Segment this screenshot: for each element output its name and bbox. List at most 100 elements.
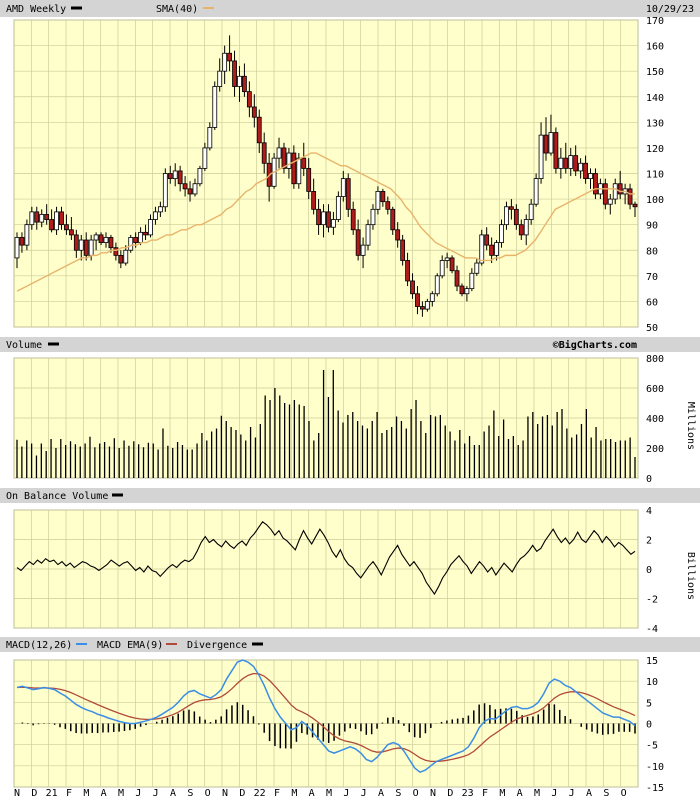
candle-body [538,134,544,180]
candle-body [296,157,302,185]
candle-body [14,237,20,259]
x-tick-label: M [118,788,124,797]
candle-body [499,224,504,243]
x-tick-label: S [187,788,193,797]
candle-body [390,208,396,231]
candle-body [29,211,35,226]
candle-body [242,75,247,93]
candle-body [632,203,638,208]
price-panel: 50 60 70 80 90 100 110 120 130 140 150 160 170 [13,16,664,334]
candle-body [385,201,391,210]
x-tick-label: O [621,788,627,797]
x-tick-label: D [447,788,453,797]
candle-body [415,293,420,307]
price-title: AMD Weekly [6,4,66,15]
candle-body [400,239,406,261]
candle-body [108,237,114,249]
obv-y-tick-label: 4 [646,506,652,517]
candle-body [246,91,252,108]
candle-body [489,244,495,256]
price-y-tick-label: 100 [646,195,664,206]
price-y-tick-label: 120 [646,144,664,155]
price-y-tick-label: 110 [646,170,664,181]
candle-body [429,293,435,302]
obv-y-tick-label: -4 [646,624,658,635]
candle-body [202,147,208,169]
macd-y-tick-label: 15 [646,656,658,667]
candle-body [24,224,30,246]
x-tick-label: J [569,788,575,797]
x-tick-label: A [101,788,107,797]
x-tick-label: J [153,788,159,797]
candle-body [182,183,188,190]
x-tick-label: F [274,788,280,797]
x-tick-label: F [66,788,72,797]
candle-body [345,178,351,210]
x-tick-label: S [395,788,401,797]
x-tick-label: N [430,788,436,797]
candle-body [612,183,618,200]
x-tick-label: M [499,788,505,797]
candle-body [54,211,59,231]
x-tick-label: J [343,788,349,797]
candle-body [153,211,158,220]
candle-body [474,262,480,274]
candle-body [321,211,326,226]
obv-header-bar [0,488,700,503]
candle-body [504,206,509,226]
candle-body [533,178,539,205]
macd-y-tick-label: -10 [646,762,664,773]
x-tick-label: O [205,788,211,797]
candle-body [256,116,262,144]
macd-ema-line [16,672,636,763]
candle-body [439,260,445,277]
obv-title: On Balance Volume [6,491,108,502]
candle-body [583,162,588,180]
candle-body [479,234,485,264]
volume-y-tick-label: 600 [646,384,664,395]
price-y-tick-label: 50 [646,323,658,334]
macd-y-tick-label: -5 [646,741,658,752]
candle-body [593,173,598,195]
candle-body [286,152,292,169]
candle-body [518,224,524,236]
candle-body [568,155,574,169]
x-tick-label: 22 [254,788,266,797]
candle-body [222,52,228,72]
macd-panel: -15 -10 -5 0 5 10 15 [13,656,664,794]
price-y-tick-label: 60 [646,297,658,308]
x-tick-label: 23 [462,788,474,797]
price-y-tick-label: 90 [646,221,658,232]
price-y-tick-label: 150 [646,67,664,78]
macd-y-tick-label: 0 [646,720,652,731]
candle-body [316,208,321,226]
x-tick-label: J [361,788,367,797]
candle-body [68,229,74,236]
candle-body [365,224,371,246]
price-y-tick-label: 140 [646,93,664,104]
macd-header-bar [0,637,700,652]
candle-body [192,183,198,195]
price-y-tick-label: 170 [646,16,664,27]
candle-body [563,157,569,169]
candle-body [177,170,183,185]
x-tick-label: N [222,788,228,797]
x-tick-label: 21 [46,788,58,797]
volume-y-tick-label: 800 [646,354,664,365]
obv-y-tick-label: 0 [646,565,652,576]
candle-body [454,270,460,287]
x-tick-label: M [83,788,89,797]
candle-body [449,257,455,272]
candle-body [484,234,490,246]
volume-y-tick-label: 200 [646,444,664,455]
candle-body [340,178,346,197]
candle-body [444,257,450,261]
price-y-tick-label: 130 [646,118,664,129]
candle-body [73,234,79,251]
candle-body [355,229,361,256]
price-header-bar [0,0,700,17]
x-tick-label: J [135,788,141,797]
x-tick-label: A [586,788,592,797]
volume-unit-label: Millions [685,402,696,450]
obv-y-tick-label: 2 [646,536,652,547]
